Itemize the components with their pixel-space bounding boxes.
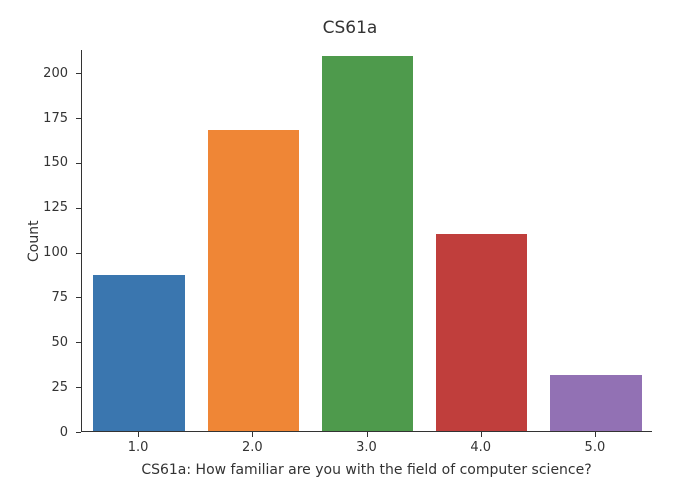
y-tick-label: 200 bbox=[43, 66, 68, 81]
y-tick-mark bbox=[76, 387, 81, 388]
bar bbox=[322, 56, 413, 431]
x-tick-mark bbox=[367, 432, 368, 437]
x-tick-label: 4.0 bbox=[424, 440, 538, 455]
x-tick-label: 5.0 bbox=[538, 440, 652, 455]
plot-area bbox=[82, 50, 652, 431]
y-tick-label: 25 bbox=[51, 380, 68, 395]
y-tick-label: 125 bbox=[43, 200, 68, 215]
x-tick-label: 1.0 bbox=[81, 440, 195, 455]
x-axis-label: CS61a: How familiar are you with the fie… bbox=[81, 462, 652, 478]
y-tick-label: 150 bbox=[43, 155, 68, 170]
bar bbox=[93, 275, 184, 431]
x-tick-mark bbox=[481, 432, 482, 437]
y-tick-mark bbox=[76, 253, 81, 254]
x-tick-mark bbox=[138, 432, 139, 437]
y-tick-mark bbox=[76, 118, 81, 119]
x-tick-label: 2.0 bbox=[195, 440, 309, 455]
y-tick-mark bbox=[76, 432, 81, 433]
y-tick-mark bbox=[76, 163, 81, 164]
bar bbox=[436, 234, 527, 431]
y-axis-label: Count bbox=[26, 220, 42, 262]
y-tick-mark bbox=[76, 297, 81, 298]
y-tick-label: 50 bbox=[51, 335, 68, 350]
y-tick-mark bbox=[76, 73, 81, 74]
x-tick-label: 3.0 bbox=[309, 440, 423, 455]
y-tick-mark bbox=[76, 342, 81, 343]
x-tick-mark bbox=[252, 432, 253, 437]
chart-title: CS61a bbox=[0, 18, 700, 38]
y-tick-label: 100 bbox=[43, 245, 68, 260]
chart-figure: CS61a Count CS61a: How familiar are you … bbox=[0, 0, 700, 503]
x-tick-mark bbox=[595, 432, 596, 437]
y-tick-label: 75 bbox=[51, 290, 68, 305]
bar bbox=[208, 130, 299, 431]
y-tick-mark bbox=[76, 208, 81, 209]
plot-axes bbox=[81, 50, 652, 432]
y-tick-label: 0 bbox=[60, 425, 68, 440]
bar bbox=[550, 375, 641, 431]
y-tick-label: 175 bbox=[43, 111, 68, 126]
